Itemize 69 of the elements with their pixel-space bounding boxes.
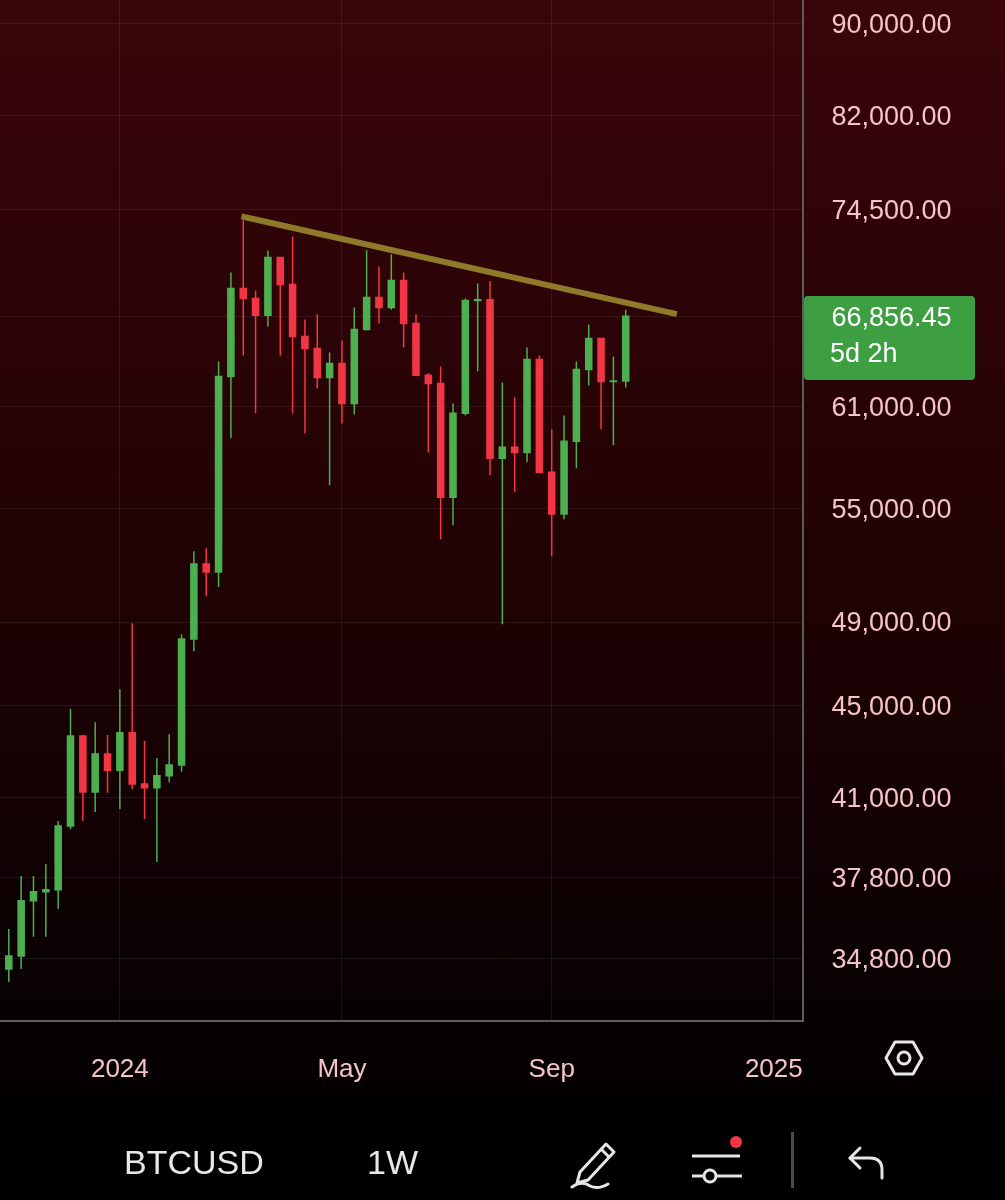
text: BTCUSD <box>124 1143 264 1181</box>
text: 1W <box>367 1143 418 1181</box>
candlestick <box>436 365 445 541</box>
candlestick <box>523 346 531 463</box>
y-tick-label: 61,000.00 <box>831 391 952 422</box>
candlestick <box>301 318 309 435</box>
candlestick <box>461 297 470 417</box>
candlestick <box>17 875 25 970</box>
candlestick <box>584 323 593 387</box>
candlestick <box>350 306 359 416</box>
candlestick <box>66 708 75 830</box>
candlestick <box>313 313 322 390</box>
x-tick-label: May <box>317 1053 367 1084</box>
candlestick <box>621 309 630 389</box>
candlestick <box>399 271 408 349</box>
text: 5d 2h <box>830 338 898 368</box>
candlestick <box>449 402 457 527</box>
candlestick <box>239 219 248 357</box>
candlestick <box>140 740 149 820</box>
candlestick <box>424 372 433 454</box>
candlestick <box>264 249 272 328</box>
x-tick-label: 2024 <box>90 1053 149 1084</box>
candlestick <box>276 256 285 357</box>
candlestick <box>597 337 605 431</box>
y-tick-label: 45,000.00 <box>831 691 952 722</box>
y-tick-label: 49,000.00 <box>831 607 952 638</box>
candlestick <box>609 355 618 447</box>
candlestick <box>560 414 568 520</box>
candlestick <box>547 428 556 557</box>
y-tick-label: 34,800.00 <box>831 944 952 975</box>
candlestick <box>387 253 396 311</box>
x-tick-label: 2025 <box>744 1053 803 1084</box>
y-tick-label: 37,800.00 <box>831 862 952 893</box>
candlestick <box>362 249 371 332</box>
candlestick <box>5 928 13 983</box>
candlestick <box>214 360 223 588</box>
candlestick <box>572 360 581 469</box>
candlestick <box>412 313 420 378</box>
y-tick-label: 90,000.00 <box>831 9 952 40</box>
candlestick <box>486 280 494 477</box>
candlestick <box>535 354 544 474</box>
candlestick <box>510 396 519 493</box>
candlestick <box>202 547 210 598</box>
y-tick-label: 66,856.45 <box>831 301 952 332</box>
candlestick <box>190 550 198 652</box>
candlestick <box>79 733 87 822</box>
candlestick <box>288 235 297 415</box>
candlestick <box>153 757 161 863</box>
candlestick <box>91 721 99 813</box>
candlestick <box>177 633 186 773</box>
candlestick <box>473 282 482 373</box>
candlestick <box>103 734 112 794</box>
candlestick <box>29 875 38 938</box>
candlestick <box>165 733 173 783</box>
candlestick <box>325 351 334 487</box>
y-tick-label: 74,500.00 <box>831 195 952 226</box>
candlestick <box>116 688 124 810</box>
candlestick <box>338 339 346 425</box>
candlestick <box>251 289 260 415</box>
candlestick <box>128 622 136 790</box>
candlestick <box>42 863 50 938</box>
y-tick-label: 41,000.00 <box>831 782 952 813</box>
y-tick-label: 55,000.00 <box>831 493 952 524</box>
candlestick <box>375 265 383 325</box>
x-tick-label: Sep <box>528 1053 575 1084</box>
candlestick <box>54 820 62 910</box>
candlestick <box>498 381 507 625</box>
y-tick-label: 82,000.00 <box>831 100 952 131</box>
candlestick <box>227 271 235 440</box>
